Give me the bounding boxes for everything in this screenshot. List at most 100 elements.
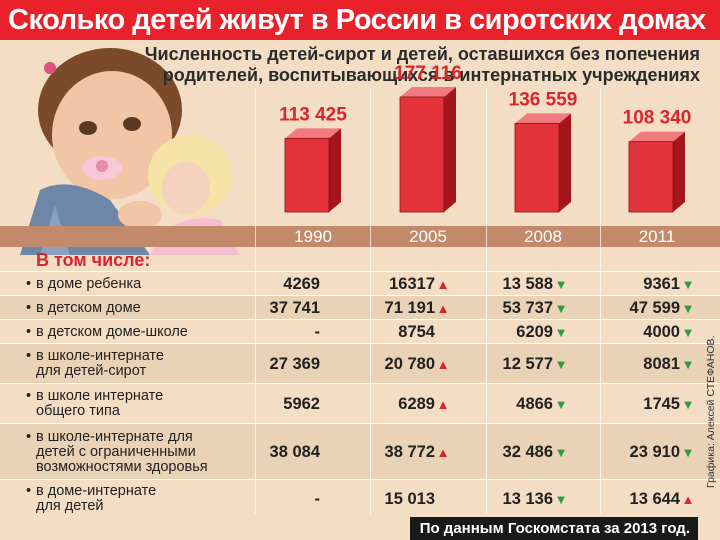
cell-value: 23 910 xyxy=(629,443,680,461)
trend-down-icon: ▼ xyxy=(554,397,568,412)
cell-value: 6289 xyxy=(398,395,435,413)
trend-up-icon: ▲ xyxy=(436,445,450,460)
bar-side xyxy=(673,131,685,212)
trend-up-icon: ▲ xyxy=(436,397,450,412)
cell-value: - xyxy=(314,323,321,341)
cell-value: 71 191 xyxy=(384,299,435,317)
bar-top xyxy=(285,128,341,139)
trend-down-icon: ▼ xyxy=(554,325,568,340)
trend-down-icon: ▼ xyxy=(681,397,695,412)
table-cell: 6209 ▼ xyxy=(468,323,568,342)
cell-value: 9361 xyxy=(643,275,680,293)
bar-top xyxy=(400,87,456,97)
cell-value: - xyxy=(314,490,321,508)
cell-value: 8081 xyxy=(643,355,680,373)
table-cell: 8754 xyxy=(350,323,450,342)
bar xyxy=(399,96,445,213)
page-title: Сколько детей живут в России в сиротских… xyxy=(8,4,706,36)
bar-value-label: 177 116 xyxy=(394,63,462,84)
table-cell: 53 737 ▼ xyxy=(468,299,568,318)
cell-value: 13 136 xyxy=(502,490,553,508)
cell-value: 6209 xyxy=(516,323,553,341)
table-cell: 13 644 ▲ xyxy=(595,490,695,509)
table-cell: 47 599 ▼ xyxy=(595,299,695,318)
cell-value: 4269 xyxy=(283,275,320,293)
table-cell: 37 741 xyxy=(235,299,335,318)
trend-down-icon: ▼ xyxy=(554,492,568,507)
svg-text:Графика: Алексей СТЕФАНОВ.: Графика: Алексей СТЕФАНОВ. xyxy=(705,336,717,488)
cell-value: 13 644 xyxy=(629,490,680,508)
trend-up-icon: ▲ xyxy=(436,301,450,316)
table-cell: 13 588 ▼ xyxy=(468,275,568,294)
cell-value: 38 084 xyxy=(269,443,320,461)
table-cell: - xyxy=(235,490,335,509)
table-cell: 6289 ▲ xyxy=(350,395,450,414)
year-label: 1990 xyxy=(294,227,332,246)
cell-value: 47 599 xyxy=(629,299,680,317)
bar-side xyxy=(329,128,341,212)
chart-subtitle: Численность детей-сирот и детей, оставши… xyxy=(144,44,700,85)
year-label: 2011 xyxy=(638,227,676,246)
row-label: в детском доме xyxy=(26,301,141,317)
trend-down-icon: ▼ xyxy=(554,357,568,372)
table-cell: 38 772 ▲ xyxy=(350,443,450,462)
table-cell: 1745 ▼ xyxy=(595,395,695,414)
trend-up-icon: ▲ xyxy=(436,277,450,292)
cell-value: 37 741 xyxy=(269,299,320,317)
table-cell: 27 369 xyxy=(235,355,335,374)
table-cell: 4866 ▼ xyxy=(468,395,568,414)
table-row: в детском доме 37 741 71 191▲ 53 737▼ 47 599… xyxy=(0,295,720,320)
table-cell: 38 084 xyxy=(235,443,335,462)
table-cell: 4269 xyxy=(235,275,335,294)
table-cell: 8081 ▼ xyxy=(595,355,695,374)
bar-value-label: 136 559 xyxy=(509,89,578,110)
table-cell: 71 191 ▲ xyxy=(350,299,450,318)
cell-value: 5962 xyxy=(283,395,320,413)
bar xyxy=(628,141,674,213)
bar-value-label: 108 340 xyxy=(623,108,692,129)
bar-value-label: 113 425 xyxy=(279,104,347,125)
graphics-credit: Графика: Алексей СТЕФАНОВ. xyxy=(705,336,717,488)
table-cell: 23 910 ▼ xyxy=(595,443,695,462)
cell-value: 32 486 xyxy=(502,443,553,461)
trend-down-icon: ▼ xyxy=(554,445,568,460)
bar-side xyxy=(559,113,571,212)
trend-up-icon: ▲ xyxy=(436,357,450,372)
table-cell: - xyxy=(235,323,335,342)
trend-down-icon: ▼ xyxy=(681,445,695,460)
bar-top xyxy=(629,131,685,142)
bar-top xyxy=(515,113,571,124)
table-cell: 12 577 ▼ xyxy=(468,355,568,374)
cell-value: 15 013 xyxy=(384,490,435,508)
table-cell: 9361 ▼ xyxy=(595,275,695,294)
year-label: 2005 xyxy=(409,227,447,246)
table-cell: 5962 xyxy=(235,395,335,414)
cell-value: 13 588 xyxy=(502,275,553,293)
bar-side xyxy=(444,87,456,212)
table-cell: 16317 ▲ xyxy=(350,275,450,294)
table-cell: 32 486 ▼ xyxy=(468,443,568,462)
cell-value: 38 772 xyxy=(384,443,435,461)
trend-down-icon: ▼ xyxy=(554,301,568,316)
cell-value: 4866 xyxy=(516,395,553,413)
trend-up-icon: ▲ xyxy=(681,492,695,507)
column-divider xyxy=(255,88,256,514)
cell-value: 8754 xyxy=(398,323,435,341)
cell-value: 16317 xyxy=(389,275,435,293)
cell-value: 4000 xyxy=(643,323,680,341)
cell-value: 1745 xyxy=(643,395,680,413)
bar xyxy=(514,122,560,213)
table-cell: 4000 ▼ xyxy=(595,323,695,342)
bar-chart: 113 425 177 116 136 559 108 340 xyxy=(279,63,692,213)
year-band xyxy=(0,226,720,247)
row-label: в детском доме-школе xyxy=(26,325,188,341)
